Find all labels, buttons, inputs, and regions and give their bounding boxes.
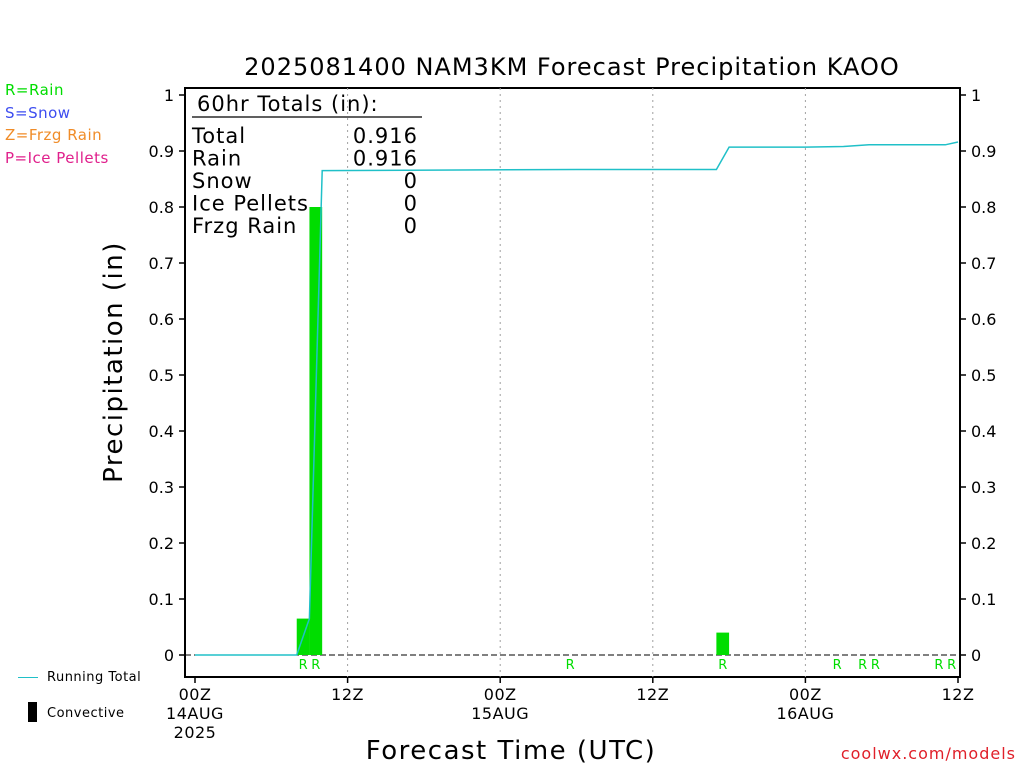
y-tick-label-left: 0.4	[149, 422, 174, 441]
ptype-mark: R	[871, 658, 880, 673]
y-tick-label-right: 0.8	[971, 198, 996, 217]
y-tick-label-right: 0.9	[971, 142, 996, 161]
y-tick-label-right: 0.7	[971, 254, 996, 273]
totals-label: Frzg Rain	[192, 214, 297, 238]
y-tick-label-right: 1	[971, 86, 981, 105]
running-total-swatch	[18, 677, 38, 678]
ptype-mark: R	[718, 658, 727, 673]
legend-rain: R=Rain	[5, 81, 64, 99]
ptype-mark: R	[833, 658, 842, 673]
x-tick-label: 12Z	[942, 685, 975, 704]
totals-label: Total	[191, 124, 246, 148]
y-tick-label-left: 0.2	[149, 534, 174, 553]
rain-bar	[716, 632, 730, 655]
totals-heading: 60hr Totals (in):	[197, 92, 379, 116]
totals-value: 0	[404, 169, 418, 193]
y-tick-label-left: 0.5	[149, 366, 174, 385]
y-tick-label-right: 0.3	[971, 478, 996, 497]
x-tick-label: 00Z	[789, 685, 822, 704]
totals-label: Ice Pellets	[192, 192, 309, 216]
legend-ice-pellets: P=Ice Pellets	[5, 149, 109, 167]
totals-label: Snow	[192, 169, 253, 193]
y-tick-label-left: 0.9	[149, 142, 174, 161]
x-tick-label: 00Z	[179, 685, 212, 704]
ptype-mark: R	[299, 658, 308, 673]
y-tick-label-left: 0.7	[149, 254, 174, 273]
x-tick-label: 14AUG	[166, 704, 224, 723]
y-tick-label-left: 0.1	[149, 590, 174, 609]
totals-value: 0.916	[353, 124, 418, 148]
totals-value: 0.916	[353, 147, 418, 171]
x-axis-label: Forecast Time (UTC)	[366, 736, 657, 766]
x-tick-label: 00Z	[484, 685, 517, 704]
x-tick-label: 2025	[174, 723, 217, 742]
y-tick-label-right: 0.5	[971, 366, 996, 385]
ptype-mark: R	[311, 658, 320, 673]
y-tick-label-right: 0.6	[971, 310, 996, 329]
running-total-legend-label: Running Total	[47, 670, 142, 685]
running-total-line	[195, 141, 959, 656]
totals-value: 0	[404, 192, 418, 216]
convective-swatch	[28, 702, 37, 722]
plot-frame	[184, 87, 961, 678]
totals-label: Rain	[192, 147, 242, 171]
chart-title: 2025081400 NAM3KM Forecast Precipitation…	[244, 53, 900, 81]
x-tick-label: 15AUG	[471, 704, 529, 723]
y-tick-label-left: 0.6	[149, 310, 174, 329]
y-tick-label-right: 0.1	[971, 590, 996, 609]
x-tick-label: 16AUG	[776, 704, 834, 723]
x-tick-label: 12Z	[331, 685, 364, 704]
ptype-mark: R	[947, 658, 956, 673]
y-tick-label-left: 0	[164, 646, 174, 665]
ptype-mark: R	[858, 658, 867, 673]
credit-link[interactable]: coolwx.com/models	[840, 744, 1016, 763]
ptype-mark: R	[934, 658, 943, 673]
y-tick-label-right: 0	[971, 646, 981, 665]
rain-bar	[309, 207, 323, 655]
y-tick-label-left: 0.8	[149, 198, 174, 217]
y-axis-label: Precipitation (in)	[99, 241, 129, 483]
y-tick-label-right: 0.4	[971, 422, 996, 441]
y-tick-label-right: 0.2	[971, 534, 996, 553]
legend-snow: S=Snow	[5, 104, 71, 122]
x-tick-label: 12Z	[636, 685, 669, 704]
y-tick-label-left: 1	[164, 86, 174, 105]
totals-value: 0	[404, 214, 418, 238]
legend-freezing-rain: Z=Frzg Rain	[5, 126, 103, 144]
convective-legend-label: Convective	[47, 706, 125, 721]
ptype-mark: R	[566, 658, 575, 673]
y-tick-label-left: 0.3	[149, 478, 174, 497]
